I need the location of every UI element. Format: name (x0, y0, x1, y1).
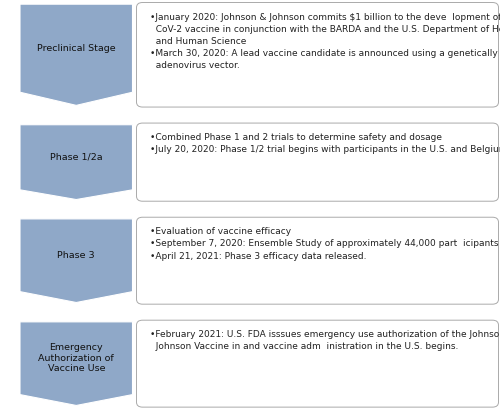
Text: Phase 3: Phase 3 (58, 251, 95, 260)
FancyBboxPatch shape (136, 217, 498, 304)
Text: Emergency
Authorization of
Vaccine Use: Emergency Authorization of Vaccine Use (38, 343, 114, 373)
FancyBboxPatch shape (136, 320, 498, 407)
Text: •January 2020: Johnson & Johnson commits $1 billion to the deve  lopment of a SA: •January 2020: Johnson & Johnson commits… (150, 13, 500, 70)
FancyBboxPatch shape (136, 123, 498, 201)
Polygon shape (20, 125, 132, 199)
Polygon shape (20, 219, 132, 303)
Polygon shape (20, 322, 132, 405)
Text: Phase 1/2a: Phase 1/2a (50, 153, 102, 162)
Text: Preclinical Stage: Preclinical Stage (37, 44, 116, 53)
FancyBboxPatch shape (136, 3, 498, 107)
Text: •February 2021: U.S. FDA isssues emergency use authorization of the Johnson &
  : •February 2021: U.S. FDA isssues emergen… (150, 330, 500, 352)
Polygon shape (20, 4, 132, 105)
Text: •Evaluation of vaccine efficacy
•September 7, 2020: Ensemble Study of approximat: •Evaluation of vaccine efficacy •Septemb… (150, 227, 500, 260)
Text: •Combined Phase 1 and 2 trials to determine safety and dosage
•July 20, 2020: Ph: •Combined Phase 1 and 2 trials to determ… (150, 133, 500, 154)
